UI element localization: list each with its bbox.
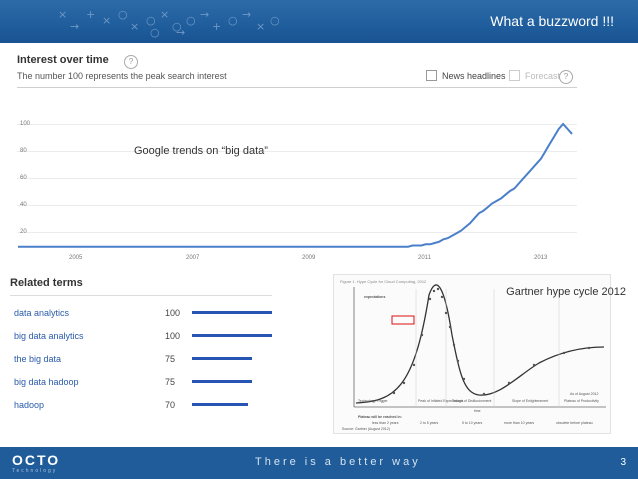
header-glyph: × xyxy=(58,8,68,21)
gridline xyxy=(17,178,577,179)
phase-label: Peak of Inflated Expectations xyxy=(418,399,464,403)
related-terms-panel: Related terms data analytics 100 big data … xyxy=(0,271,280,431)
header-glyph: × xyxy=(256,20,266,33)
related-term-row[interactable]: big data hadoop 75 xyxy=(10,372,272,394)
phase-label: Technology Trigger xyxy=(358,399,388,403)
related-term-link[interactable]: hadoop xyxy=(14,400,45,410)
related-term-row[interactable]: big data analytics 100 xyxy=(10,326,272,348)
legend-title: Plateau will be reached in: xyxy=(358,415,402,419)
y-axis-label: expectations xyxy=(364,295,386,299)
y-tick-label: 60 xyxy=(20,175,27,181)
forecast-checkbox[interactable] xyxy=(509,70,520,81)
legend-item: more than 10 years xyxy=(504,421,535,425)
related-term-bar xyxy=(192,334,272,337)
header-glyph: ○ xyxy=(228,14,238,27)
footer-tagline: There is a better way xyxy=(255,456,421,468)
related-term-bar xyxy=(192,311,272,314)
related-term-value: 100 xyxy=(165,331,181,341)
phase-label: Trough of Disillusionment xyxy=(452,399,492,403)
legend-item: 5 to 10 years xyxy=(462,421,483,425)
related-term-row[interactable]: the big data 75 xyxy=(10,349,272,371)
x-tick-label: 2007 xyxy=(186,255,200,261)
header-glyph: ○ xyxy=(270,14,280,27)
figure-note: Figure 1. Hype Cycle for Cloud Computing… xyxy=(340,279,427,284)
gridline xyxy=(17,124,577,125)
header-glyph: → xyxy=(176,26,186,39)
trend-line xyxy=(18,122,573,248)
related-term-bar xyxy=(192,357,252,360)
slide-footer: OCTO Technology There is a better way 3 xyxy=(0,447,638,479)
related-term-value: 70 xyxy=(165,400,176,410)
page-number: 3 xyxy=(620,457,626,468)
gridline xyxy=(17,232,577,233)
y-tick-label: 100 xyxy=(20,121,31,127)
help-icon[interactable]: ? xyxy=(124,55,138,69)
hype-cycle-figure: Figure 1. Hype Cycle for Cloud Computing… xyxy=(333,274,611,434)
related-term-row[interactable]: hadoop 70 xyxy=(10,395,272,417)
octo-logo: OCTO xyxy=(12,452,61,468)
news-headlines-checkbox[interactable] xyxy=(426,70,437,81)
as-of-label: As of August 2012 xyxy=(570,392,599,396)
y-tick-label: 20 xyxy=(20,229,27,235)
octo-logo-subtext: Technology xyxy=(12,468,58,474)
slide-header: × → + × ○ × ○ × ○ ○ → + ○ → × ○ ○ → What a buzzword !!! xyxy=(0,0,638,43)
news-headlines-option[interactable]: News headlines xyxy=(426,70,506,81)
trends-title: Interest over time xyxy=(17,54,109,66)
related-term-value: 100 xyxy=(165,308,181,318)
hype-cycle-chart xyxy=(353,284,606,408)
trend-chart xyxy=(18,122,573,248)
news-headlines-label: News headlines xyxy=(442,70,506,81)
header-glyph: → xyxy=(242,8,252,21)
related-term-bar xyxy=(192,403,248,406)
related-term-link[interactable]: data analytics xyxy=(14,308,70,318)
header-glyph: × xyxy=(160,8,170,21)
y-tick-label: 80 xyxy=(20,148,27,154)
forecast-label: Forecast xyxy=(525,70,561,81)
related-divider xyxy=(10,295,272,296)
figure-source: Source: Gartner (August 2012) xyxy=(342,427,390,431)
gridline xyxy=(17,151,577,152)
slide-title: What a buzzword !!! xyxy=(490,13,614,29)
x-tick-label: 2013 xyxy=(534,255,548,261)
x-axis-label: time xyxy=(474,409,481,413)
phase-label: Plateau of Productivity xyxy=(564,399,599,403)
legend-item: obsolete before plateau xyxy=(556,421,593,425)
header-glyph: ○ xyxy=(186,14,196,27)
gridline xyxy=(17,205,577,206)
trends-subtitle: The number 100 represents the peak searc… xyxy=(17,71,227,81)
header-glyph: + xyxy=(86,8,96,21)
legend-item: 2 to 5 years xyxy=(420,421,439,425)
x-tick-label: 2009 xyxy=(302,255,316,261)
related-term-value: 75 xyxy=(165,377,176,387)
header-glyph: ○ xyxy=(118,8,128,21)
header-pattern: × → + × ○ × ○ × ○ ○ → + ○ → × ○ ○ → xyxy=(0,0,638,43)
trends-caption: Google trends on “big data” xyxy=(134,145,268,157)
trends-divider xyxy=(17,87,577,88)
related-term-link[interactable]: the big data xyxy=(14,354,62,364)
header-glyph: → xyxy=(70,20,80,33)
header-glyph: ○ xyxy=(150,26,160,39)
legend-item: less than 2 years xyxy=(372,421,399,425)
related-term-bar xyxy=(192,380,252,383)
forecast-option[interactable]: Forecast xyxy=(509,70,560,81)
y-tick-label: 40 xyxy=(20,202,27,208)
trends-panel: Interest over time ? The number 100 repr… xyxy=(6,45,590,265)
related-term-value: 75 xyxy=(165,354,176,364)
header-glyph: × xyxy=(130,20,140,33)
related-term-row[interactable]: data analytics 100 xyxy=(10,303,272,325)
header-glyph: → xyxy=(200,8,210,21)
header-glyph: × xyxy=(102,14,112,27)
header-glyph: ○ xyxy=(146,14,156,27)
related-term-link[interactable]: big data hadoop xyxy=(14,377,79,387)
x-tick-label: 2005 xyxy=(69,255,83,261)
forecast-help-icon[interactable]: ? xyxy=(559,70,573,84)
header-glyph: ○ xyxy=(172,20,182,33)
related-term-link[interactable]: big data analytics xyxy=(14,331,84,341)
phase-label: Slope of Enlightenment xyxy=(512,399,549,403)
header-glyph: + xyxy=(212,20,222,33)
related-terms-title: Related terms xyxy=(10,277,83,289)
x-tick-label: 2011 xyxy=(418,255,431,261)
hype-cycle-caption: Gartner hype cycle 2012 xyxy=(506,286,626,298)
